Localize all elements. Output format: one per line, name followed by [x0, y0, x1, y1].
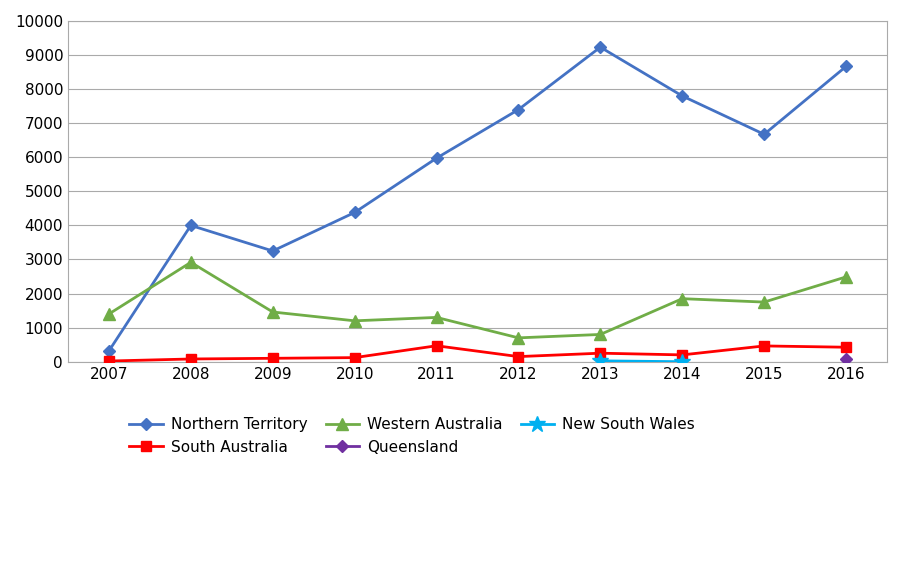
Western Australia: [676, 295, 687, 302]
Western Australia: [841, 274, 851, 280]
New South Wales: [595, 357, 606, 364]
South Australia: [267, 355, 278, 362]
Western Australia: [431, 314, 442, 321]
Western Australia: [759, 298, 769, 305]
Northern Territory: [349, 209, 360, 216]
South Australia: [759, 343, 769, 350]
Line: Western Australia: Western Australia: [104, 257, 851, 343]
Western Australia: [513, 334, 524, 341]
Northern Territory: [267, 247, 278, 254]
South Australia: [186, 356, 197, 362]
South Australia: [841, 344, 851, 351]
South Australia: [513, 353, 524, 360]
Western Australia: [267, 309, 278, 315]
Northern Territory: [104, 348, 115, 355]
Line: Northern Territory: Northern Territory: [105, 43, 851, 355]
Northern Territory: [759, 131, 769, 137]
South Australia: [595, 350, 606, 357]
New South Wales: [676, 358, 687, 365]
Northern Territory: [186, 222, 197, 229]
Legend: Northern Territory, South Australia, Western Australia, Queensland, New South Wa: Northern Territory, South Australia, Wes…: [129, 417, 695, 454]
Western Australia: [104, 311, 115, 318]
Western Australia: [349, 318, 360, 324]
Northern Territory: [513, 106, 524, 113]
South Australia: [104, 358, 115, 365]
Northern Territory: [595, 44, 606, 50]
South Australia: [676, 352, 687, 358]
South Australia: [349, 354, 360, 361]
Line: South Australia: South Australia: [104, 341, 851, 366]
Western Australia: [186, 259, 197, 266]
Western Australia: [595, 331, 606, 338]
Line: New South Wales: New South Wales: [592, 352, 691, 370]
South Australia: [431, 342, 442, 349]
Northern Territory: [431, 155, 442, 162]
Northern Territory: [676, 93, 687, 99]
Northern Territory: [841, 63, 851, 70]
